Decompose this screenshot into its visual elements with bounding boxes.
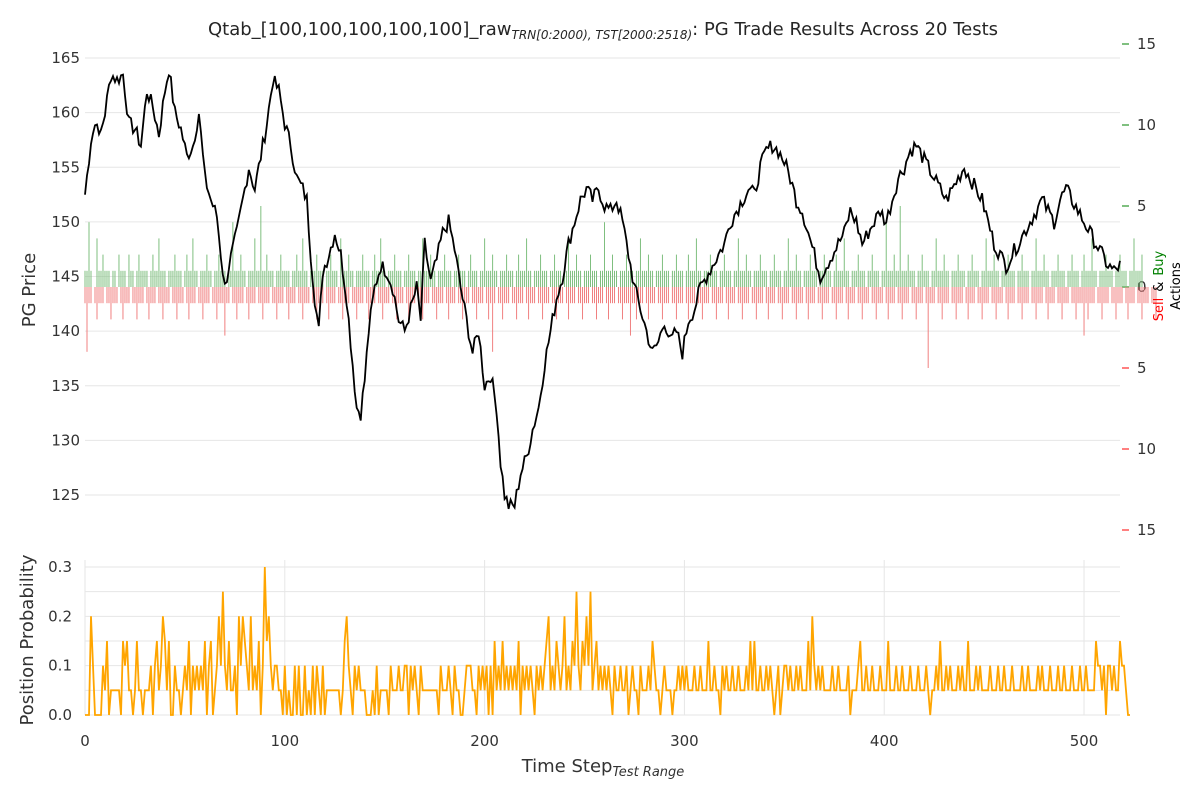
- sell-tick-label: 15: [1137, 521, 1156, 539]
- price-tick-label: 150: [51, 213, 80, 231]
- x-tick-label: 200: [470, 732, 499, 750]
- prob-tick-labels: 0.0 0.1 0.2 0.3: [48, 558, 72, 724]
- price-line: [84, 73, 1121, 511]
- x-tick-labels: 0 100 200 300 400 500: [80, 732, 1098, 750]
- x-tick-label: 300: [670, 732, 699, 750]
- x-tick-label: 400: [870, 732, 899, 750]
- action-tick-labels: 15105051015: [1122, 35, 1156, 539]
- x-axis-label: Time StepTest Range: [521, 756, 685, 780]
- price-tick-labels: 125 130 135 140 145 150 155 160 165: [51, 49, 80, 504]
- price-tick-label: 165: [51, 49, 80, 67]
- price-tick-label: 155: [51, 158, 80, 176]
- actions-label: Actions: [1169, 262, 1184, 310]
- price-tick-label: 160: [51, 104, 80, 122]
- chart-title-subscript: TRN[0:2000), TST[2000:2518): [512, 28, 693, 42]
- buy-tick-label: 5: [1137, 197, 1147, 215]
- buy-label: Buy: [1152, 250, 1167, 275]
- prob-tick-label: 0.3: [48, 558, 72, 576]
- position-probability-line: [85, 566, 1130, 716]
- price-tick-label: 125: [51, 486, 80, 504]
- actions-axis-label-line1: Sell & Buy: [1152, 250, 1167, 321]
- x-tick-label: 0: [80, 732, 90, 750]
- prob-ylabel: Position Probability: [17, 554, 38, 725]
- sell-tick-label: 5: [1137, 359, 1147, 377]
- price-tick-label: 135: [51, 377, 80, 395]
- chart-title: Qtab_[100,100,100,100,100]_rawTRN[0:2000…: [208, 19, 998, 42]
- x-axis-label-main: Time Step: [521, 756, 613, 777]
- sell-tick-label: 10: [1137, 440, 1156, 458]
- sell-bars: [84, 287, 1157, 368]
- price-ylabel: PG Price: [19, 253, 40, 327]
- price-tick-label: 140: [51, 322, 80, 340]
- prob-tick-label: 0.0: [48, 706, 72, 724]
- chart-title-main: Qtab_[100,100,100,100,100]_raw: [208, 19, 512, 40]
- actions-axis-label: Sell & Buy Actions: [1152, 250, 1184, 321]
- buy-bars: [84, 206, 1143, 287]
- x-axis-label-sub: Test Range: [612, 765, 684, 780]
- x-tick-label: 500: [1070, 732, 1099, 750]
- price-tick-label: 130: [51, 431, 80, 449]
- chart-title-tail: : PG Trade Results Across 20 Tests: [692, 19, 998, 40]
- price-tick-label: 145: [51, 268, 80, 286]
- x-tick-label: 100: [270, 732, 299, 750]
- prob-tick-label: 0.1: [48, 657, 72, 675]
- sell-label: Sell: [1152, 298, 1167, 321]
- prob-tick-label: 0.2: [48, 607, 72, 625]
- buy-tick-label: 10: [1137, 116, 1156, 134]
- buy-tick-label: 15: [1137, 35, 1156, 53]
- amp-label: &: [1152, 282, 1167, 292]
